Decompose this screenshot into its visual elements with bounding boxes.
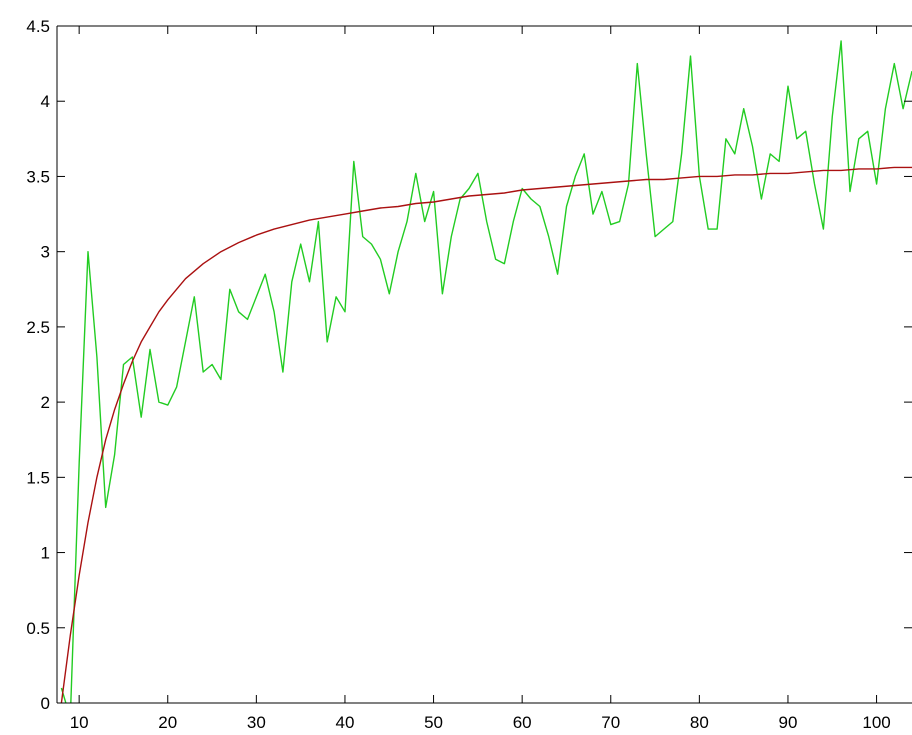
y-tick-label: 3 [41, 243, 50, 262]
y-tick-label: 4.5 [26, 17, 50, 36]
x-tick-label: 50 [424, 713, 443, 732]
y-tick-label: 0 [41, 694, 50, 713]
y-tick-label: 4 [41, 92, 50, 111]
series-line-1 [60, 40, 912, 703]
series-line-2 [60, 166, 912, 703]
x-tick-label: 90 [778, 713, 797, 732]
y-tick-label: 1 [41, 544, 50, 563]
y-tick-label: 3.5 [26, 167, 50, 186]
x-tick-label: 10 [70, 713, 89, 732]
axes [56, 25, 912, 704]
x-tick-label: 30 [247, 713, 266, 732]
tick-marks [57, 25, 912, 704]
y-tick-label: 1.5 [26, 468, 50, 487]
y-tick-label: 2.5 [26, 318, 50, 337]
tick-labels: 10 20 30 40 50 60 70 80 90 100 0 0.5 1 1.5 2 2.5 3 3.5 4 4.… [26, 17, 890, 732]
x-tick-label: 70 [601, 713, 620, 732]
x-tick-label: 100 [862, 713, 890, 732]
x-tick-label: 20 [158, 713, 177, 732]
x-tick-label: 80 [690, 713, 709, 732]
y-tick-label: 2 [41, 393, 50, 412]
x-tick-label: 40 [335, 713, 354, 732]
y-tick-label: 0.5 [26, 619, 50, 638]
x-tick-label: 60 [513, 713, 532, 732]
